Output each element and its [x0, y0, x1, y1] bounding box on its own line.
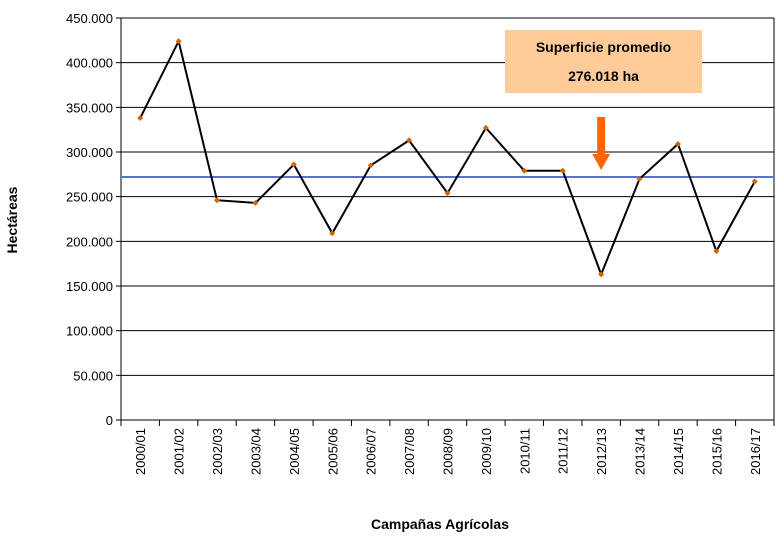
- y-tick-labels: 0 50.000 100.000 150.000 200.000 250.000 300.0…: [66, 11, 113, 428]
- x-tick-label: 2006/07: [364, 428, 379, 475]
- data-point: [252, 199, 259, 206]
- data-point: [290, 161, 297, 168]
- x-tick-labels: 2000/01 2001/02 2002/03 2003/04 2004/05 2005/…: [133, 428, 763, 475]
- x-tick-label: 2005/06: [325, 428, 340, 475]
- average-annotation-box: Superficie promedio 276.018 ha: [505, 30, 702, 93]
- arrow-shaft: [597, 117, 606, 154]
- data-point: [444, 190, 451, 197]
- x-tick-label: 2014/15: [671, 428, 686, 475]
- y-tick-label: 200.000: [66, 234, 113, 249]
- x-tick-label: 2016/17: [748, 428, 763, 475]
- data-point: [521, 167, 528, 174]
- data-point: [598, 271, 605, 278]
- y-tick-label: 50.000: [73, 368, 113, 383]
- x-tick-label: 2007/08: [402, 428, 417, 475]
- y-axis-title: Hectáreas: [4, 186, 20, 253]
- data-point: [137, 115, 144, 122]
- annotation-value: 276.018 ha: [568, 68, 639, 84]
- annotation-title: Superficie promedio: [535, 39, 672, 55]
- x-tick-label: 2000/01: [133, 428, 148, 475]
- y-tick-label: 400.000: [66, 56, 113, 71]
- x-tick-label: 2010/11: [517, 428, 532, 474]
- data-point: [482, 124, 489, 131]
- x-tick-label: 2012/13: [594, 428, 609, 475]
- x-tick-label: 2015/16: [709, 428, 724, 475]
- data-point: [559, 167, 566, 174]
- y-tick-label: 150.000: [66, 279, 113, 294]
- x-axis-title: Campañas Agrícolas: [371, 516, 509, 532]
- data-point: [175, 38, 182, 45]
- data-points: [137, 38, 758, 278]
- y-tick-label: 300.000: [66, 145, 113, 160]
- x-tick-label: 2002/03: [210, 428, 225, 475]
- y-tick-label: 100.000: [66, 324, 113, 339]
- data-point: [329, 230, 336, 237]
- y-tick-label: 0: [106, 413, 113, 428]
- x-tick-label: 2009/10: [479, 428, 494, 475]
- data-point: [214, 197, 221, 204]
- x-tick-label: 2011/12: [556, 428, 571, 474]
- x-tick-label: 2003/04: [248, 428, 263, 475]
- data-point: [367, 162, 374, 169]
- data-point: [713, 248, 720, 255]
- data-point: [751, 178, 758, 185]
- x-tick-label: 2008/09: [441, 428, 456, 475]
- x-tick-label: 2001/02: [172, 428, 187, 475]
- x-tick-label: 2004/05: [287, 428, 302, 475]
- data-point: [406, 137, 413, 144]
- arrow-head: [592, 154, 611, 170]
- x-tick-label: 2013/14: [633, 428, 648, 475]
- y-tick-label: 350.000: [66, 100, 113, 115]
- axes: [120, 18, 775, 421]
- gridlines: [116, 17, 775, 426]
- arrow-down-icon: [592, 117, 611, 170]
- data-point: [636, 175, 643, 182]
- y-tick-label: 250.000: [66, 190, 113, 205]
- y-tick-label: 450.000: [66, 11, 113, 26]
- data-point: [674, 140, 681, 147]
